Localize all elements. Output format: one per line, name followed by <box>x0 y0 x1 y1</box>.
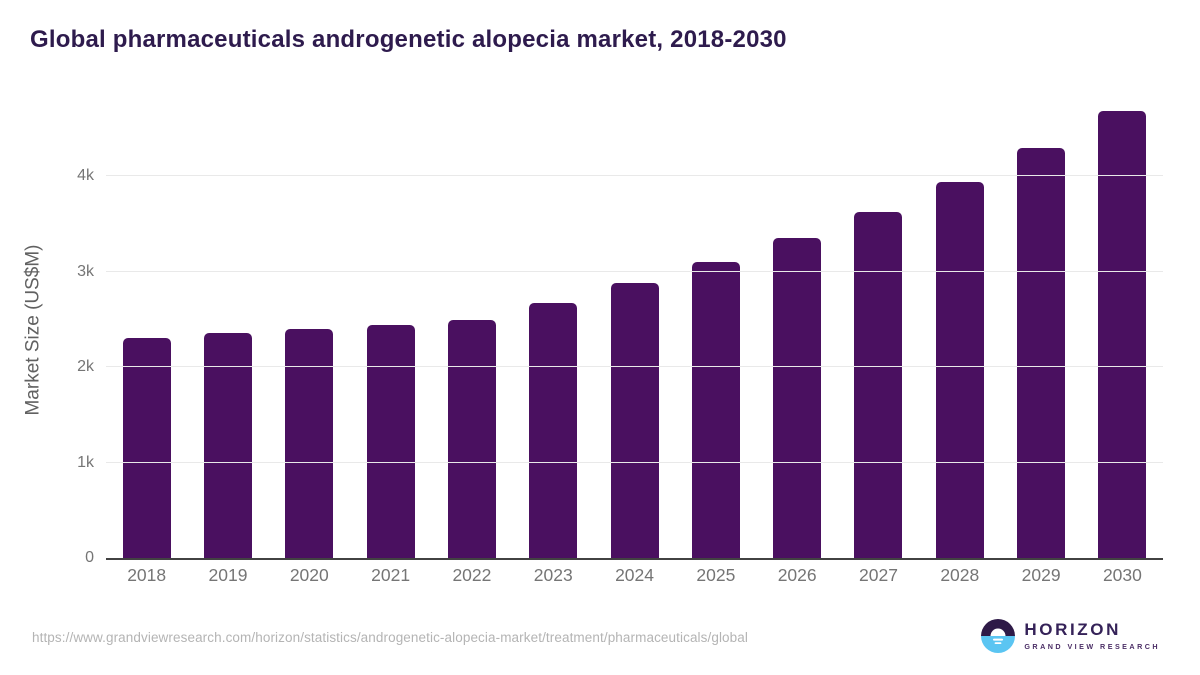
gridline-2k <box>106 366 1163 368</box>
brand-subtitle: GRAND VIEW RESEARCH <box>1024 641 1160 651</box>
bar-2024 <box>610 283 659 558</box>
bar-cell-2030 <box>1082 100 1163 558</box>
bar-2030 <box>1098 111 1147 558</box>
y-tick-3k: 3k <box>77 262 94 280</box>
bar-cell-2022 <box>431 100 512 558</box>
bar-2029 <box>1017 147 1066 558</box>
bar-2026 <box>773 238 822 558</box>
bar-2019 <box>203 332 252 558</box>
y-tick-0: 0 <box>85 549 94 566</box>
bar-2027 <box>854 211 903 558</box>
x-label-2021: 2021 <box>371 565 411 585</box>
gridline-1k <box>106 461 1163 463</box>
bar-cell-2020 <box>269 100 350 558</box>
bar-cell-2023 <box>513 100 594 558</box>
bar-2022 <box>447 319 496 558</box>
bar-2025 <box>691 262 740 558</box>
y-axis-title: Market Size (US$M) <box>14 100 54 560</box>
bar-2021 <box>366 325 415 558</box>
x-label-2019: 2019 <box>208 565 248 585</box>
bar-2023 <box>529 303 578 558</box>
bar-cell-2028 <box>919 100 1000 558</box>
bar-cell-2026 <box>757 100 838 558</box>
x-label-2027: 2027 <box>859 565 898 585</box>
bar-2028 <box>935 182 984 558</box>
sun-horizon-icon <box>981 619 1016 653</box>
y-axis-title-text: Market Size (US$M) <box>23 244 44 416</box>
plot-area: 0 1k 2k 3k 4k <box>77 100 1163 566</box>
source-url: https://www.grandviewresearch.com/horizo… <box>32 630 748 645</box>
bar-series <box>106 100 1163 558</box>
x-label-2020: 2020 <box>289 565 329 585</box>
brand-logo: HORIZON GRAND VIEW RESEARCH <box>981 619 1160 653</box>
bar-2018 <box>122 337 171 558</box>
x-label-2018: 2018 <box>127 565 167 585</box>
bar-cell-2024 <box>594 100 675 558</box>
bar-cell-2019 <box>187 100 268 558</box>
x-label-2026: 2026 <box>777 565 817 585</box>
x-label-2028: 2028 <box>940 565 980 585</box>
bar-cell-2021 <box>350 100 431 558</box>
bar-cell-2029 <box>1000 100 1081 558</box>
x-label-2029: 2029 <box>1021 565 1061 585</box>
y-tick-1k: 1k <box>77 453 94 471</box>
x-label-2030: 2030 <box>1102 565 1142 585</box>
gridline-4k <box>106 175 1163 177</box>
y-tick-4k: 4k <box>77 167 94 185</box>
x-label-2023: 2023 <box>533 565 573 585</box>
x-label-2022: 2022 <box>452 565 492 585</box>
gridline-3k <box>106 270 1163 272</box>
brand-name: HORIZON <box>1024 620 1121 640</box>
bar-cell-2027 <box>838 100 919 558</box>
bar-cell-2018 <box>106 100 187 558</box>
bar-cell-2025 <box>675 100 756 558</box>
brand-logo-text: HORIZON GRAND VIEW RESEARCH <box>1024 620 1160 651</box>
x-axis-labels: 2018 2019 2020 2021 2022 2023 2024 2025 2026 2027… <box>106 565 1163 586</box>
chart-title: Global pharmaceuticals androgenetic alop… <box>30 26 787 53</box>
y-tick-2k: 2k <box>77 358 94 376</box>
bar-2020 <box>285 329 334 558</box>
x-label-2025: 2025 <box>696 565 736 585</box>
x-label-2024: 2024 <box>615 565 654 585</box>
